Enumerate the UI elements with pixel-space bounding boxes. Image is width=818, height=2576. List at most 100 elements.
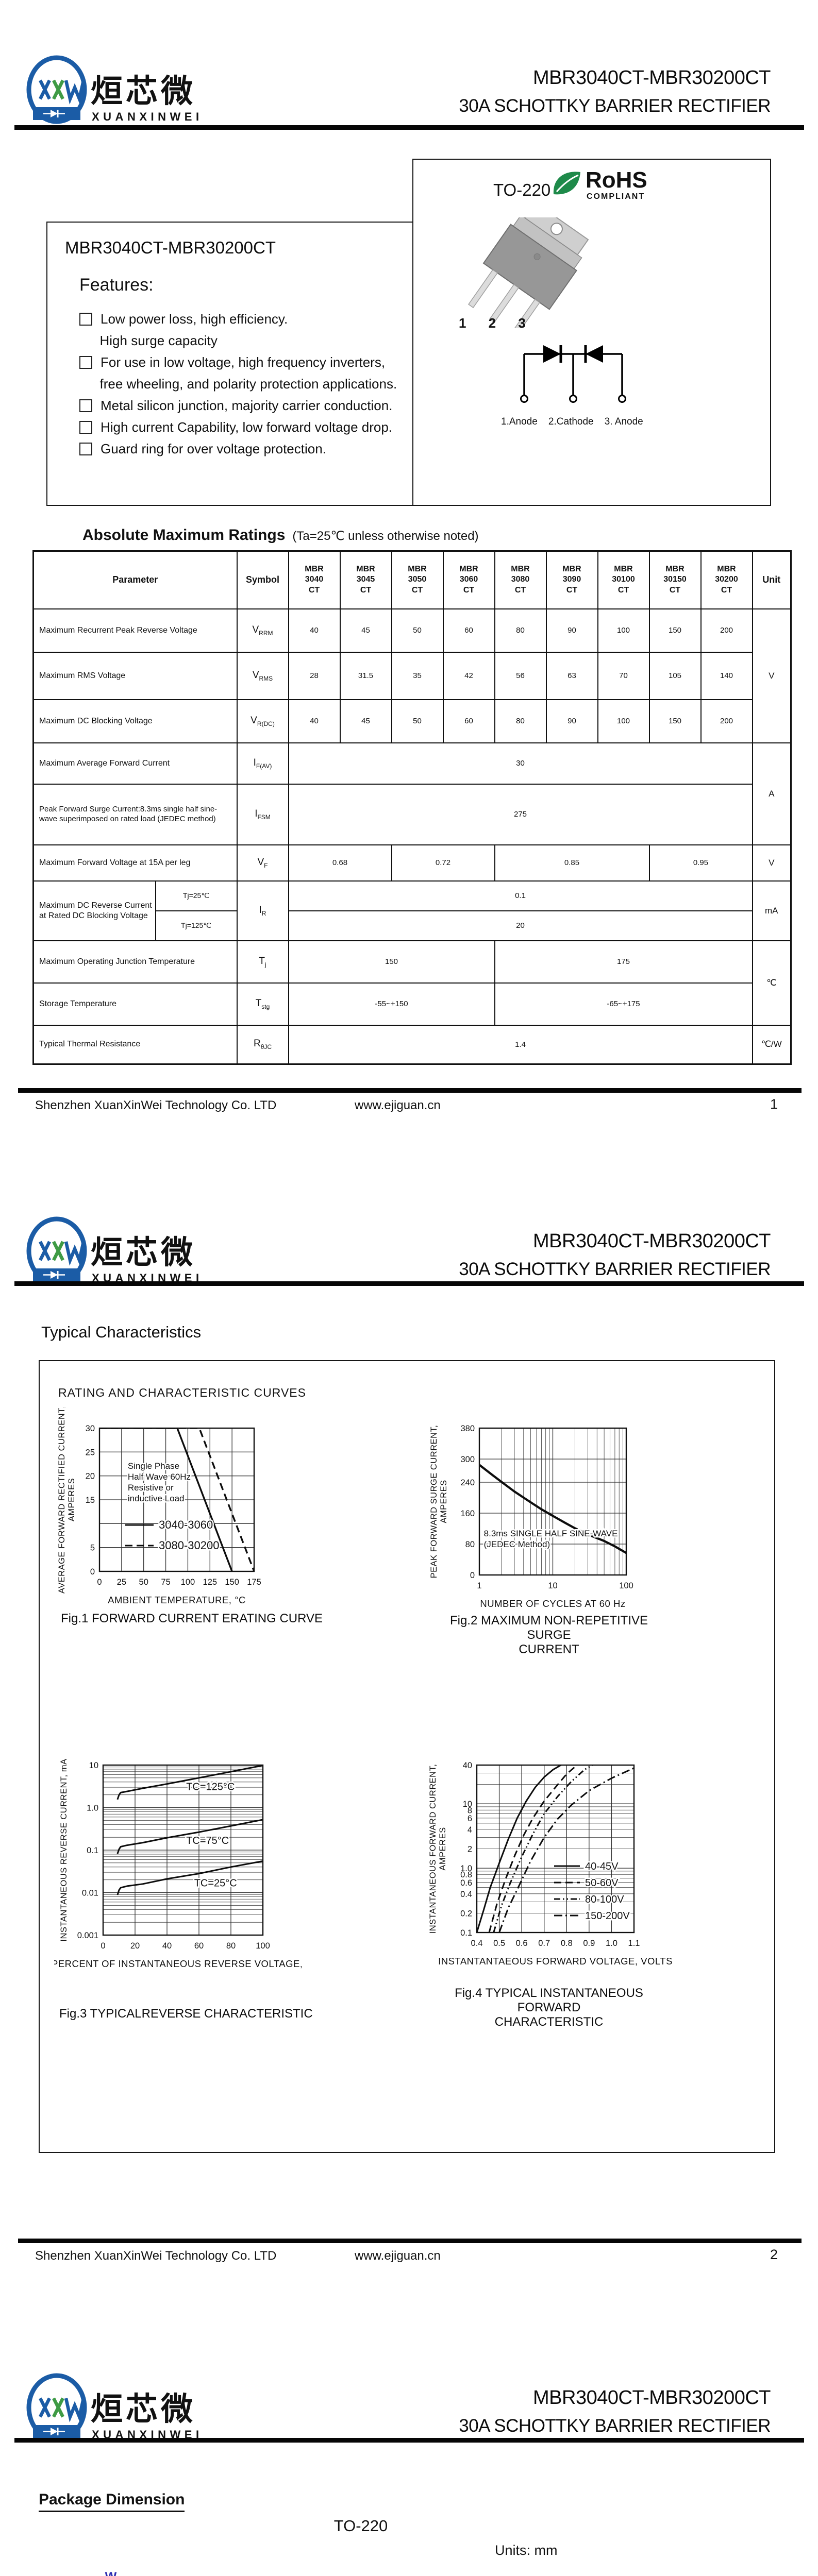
annotation: inductive Load <box>128 1494 185 1503</box>
feature-item: High current Capability, low forward vol… <box>79 419 399 435</box>
svg-text:15: 15 <box>86 1496 95 1505</box>
fig3-reverse-chart: 0 20 40 60 80 100 0.001 0.01 0.1 1.0 10 PERCENT OF … <box>54 1758 302 1969</box>
svg-text:0.4: 0.4 <box>460 1890 472 1899</box>
package-type: TO-220 <box>333 2517 388 2535</box>
svg-text:1.0: 1.0 <box>606 1939 617 1948</box>
company-logo: 烜芯微 XUANXINWEI <box>26 55 203 124</box>
svg-text:10: 10 <box>548 1581 557 1590</box>
legend-label: 50-60V <box>585 1877 619 1889</box>
svg-text:10: 10 <box>463 1800 472 1809</box>
dim-w: W <box>105 2571 117 2576</box>
table-row: Peak Forward Surge Current:8.3ms single … <box>32 783 791 845</box>
y-axis-label: INSTANTANEOUS REVERSE CURRENT, mA <box>59 1758 69 1941</box>
feature-item: Guard ring for over voltage protection. <box>79 441 399 456</box>
footer-company: Shenzhen XuanXinWei Technology Co. LTD <box>35 2249 277 2263</box>
to220-3d-image <box>468 217 589 328</box>
series-80-100V <box>493 1765 594 1933</box>
footer-rule <box>18 2239 802 2243</box>
svg-text:0.7: 0.7 <box>538 1939 550 1948</box>
curves-box <box>39 1360 775 2153</box>
series-TC=25C <box>116 1860 263 1895</box>
svg-text:150: 150 <box>225 1578 239 1587</box>
diode-left <box>543 345 561 363</box>
legend-label: 40-45V <box>585 1861 619 1872</box>
logo-x2 <box>52 79 64 100</box>
svg-text:100: 100 <box>181 1578 195 1587</box>
svg-text:5: 5 <box>90 1544 95 1553</box>
doc-titles: MBR3040CT-MBR30200CT 30A SCHOTTKY BARRIE… <box>459 67 771 116</box>
annotation: Resistive or <box>128 1483 174 1493</box>
checkbox-icon <box>79 443 92 455</box>
svg-text:160: 160 <box>460 1509 475 1518</box>
series <box>479 1464 626 1554</box>
svg-text:20: 20 <box>86 1472 95 1481</box>
series <box>477 1765 634 1933</box>
svg-text:25: 25 <box>117 1578 126 1587</box>
x-axis-label: AMBIENT TEMPERATURE, °C <box>108 1595 246 1605</box>
svg-text:0.5: 0.5 <box>493 1939 505 1948</box>
svg-text:10: 10 <box>89 1761 98 1770</box>
rohs-logo: RoHS COMPLIANT <box>553 167 647 201</box>
logo-w <box>64 80 86 105</box>
table-header-row: Parameter Symbol MBR 3040 CT MBR 3045 CT… <box>32 550 792 609</box>
svg-text:175: 175 <box>247 1578 261 1587</box>
logo-cn: 烜芯微 <box>91 1235 196 1270</box>
footer-company: Shenzhen XuanXinWei Technology Co. LTD <box>35 1098 277 1112</box>
y-axis-label: AMPERES <box>438 1827 447 1870</box>
table-row: Maximum Recurrent Peak Reverse Voltage V… <box>32 608 792 743</box>
tick-labels: 1 10 100 0 80 160 240 300 380 <box>460 1424 633 1590</box>
logo-cn: 烜芯微 <box>91 74 196 109</box>
feature-item: free wheeling, and polarity protection a… <box>99 376 397 392</box>
svg-text:1.0: 1.0 <box>460 1864 472 1873</box>
svg-text:240: 240 <box>460 1478 475 1487</box>
amr-note: (Ta=25℃ unless otherwise noted) <box>292 529 479 543</box>
col-model: MBR 3080 CT <box>494 550 547 609</box>
svg-text:300: 300 <box>460 1455 475 1464</box>
series-TC=75C <box>116 1819 263 1854</box>
company-logo: 烜芯微 XUANXINWEI <box>26 2373 199 2442</box>
svg-text:0.8: 0.8 <box>460 1870 472 1879</box>
annotation: Half Wave 60Hz <box>128 1472 191 1482</box>
svg-text:1.0: 1.0 <box>87 1804 98 1813</box>
tick-labels: 0 25 50 75 100 125 150 175 0 5 15 20 25 30 <box>86 1424 261 1587</box>
plot-frame <box>478 1427 627 1576</box>
svg-text:0.1: 0.1 <box>460 1928 472 1938</box>
svg-text:4: 4 <box>468 1825 472 1835</box>
logo-en: XUANXINWEI <box>92 110 203 123</box>
amr-title: Absolute Maximum Ratings <box>82 527 286 544</box>
series-TC=125C <box>116 1765 263 1800</box>
series-3040-3060 <box>99 1428 233 1571</box>
feature-item: For use in low voltage, high frequency i… <box>79 354 399 370</box>
plot-frame <box>98 1427 255 1572</box>
fig4-caption: Fig.4 TYPICAL INSTANTANEOUS FORWARD CHAR… <box>455 1986 643 2029</box>
annotation: TC=75°C <box>186 1835 229 1846</box>
table-row: Maximum DC Reverse Current at Rated DC B… <box>32 880 792 941</box>
table-row: Maximum Average Forward Current IF(AV) 3… <box>32 742 792 845</box>
col-model: MBR 30200 CT <box>700 550 753 609</box>
svg-text:60: 60 <box>194 1941 204 1951</box>
col-model: MBR 3090 CT <box>545 550 598 609</box>
col-parameter: Parameter <box>32 550 238 609</box>
col-model: MBR 3040 CT <box>288 550 341 609</box>
tick-labels: 0 20 40 60 80 100 0.001 0.01 0.1 1.0 10 <box>77 1761 270 1951</box>
doc-subtitle: 30A SCHOTTKY BARRIER RECTIFIER <box>459 1259 771 1279</box>
col-model: MBR 30150 CT <box>648 550 702 609</box>
series-50-60V <box>488 1765 578 1933</box>
section-title-package: Package Dimension <box>39 2491 185 2512</box>
svg-text:40: 40 <box>162 1941 172 1951</box>
svg-text:75: 75 <box>161 1578 170 1587</box>
fig2-surge-chart: 1 10 100 0 80 160 240 300 380 NUMBER OF CYCLES AT… <box>429 1424 633 1609</box>
pin-caption: 1.Anode 2.Cathode 3. Anode <box>501 416 643 427</box>
terminal-2 <box>569 395 577 403</box>
logo-cn: 烜芯微 <box>91 2392 196 2427</box>
svg-text:0.4: 0.4 <box>471 1939 483 1948</box>
svg-text:0.01: 0.01 <box>82 1889 98 1898</box>
svg-text:380: 380 <box>460 1424 475 1433</box>
svg-text:30: 30 <box>86 1424 95 1433</box>
series-150-200V <box>498 1767 634 1933</box>
svg-text:0: 0 <box>470 1571 475 1580</box>
svg-text:100: 100 <box>619 1581 633 1590</box>
col-model: MBR 3060 CT <box>442 550 495 609</box>
svg-text:80: 80 <box>226 1941 236 1951</box>
svg-text:25: 25 <box>86 1448 95 1457</box>
